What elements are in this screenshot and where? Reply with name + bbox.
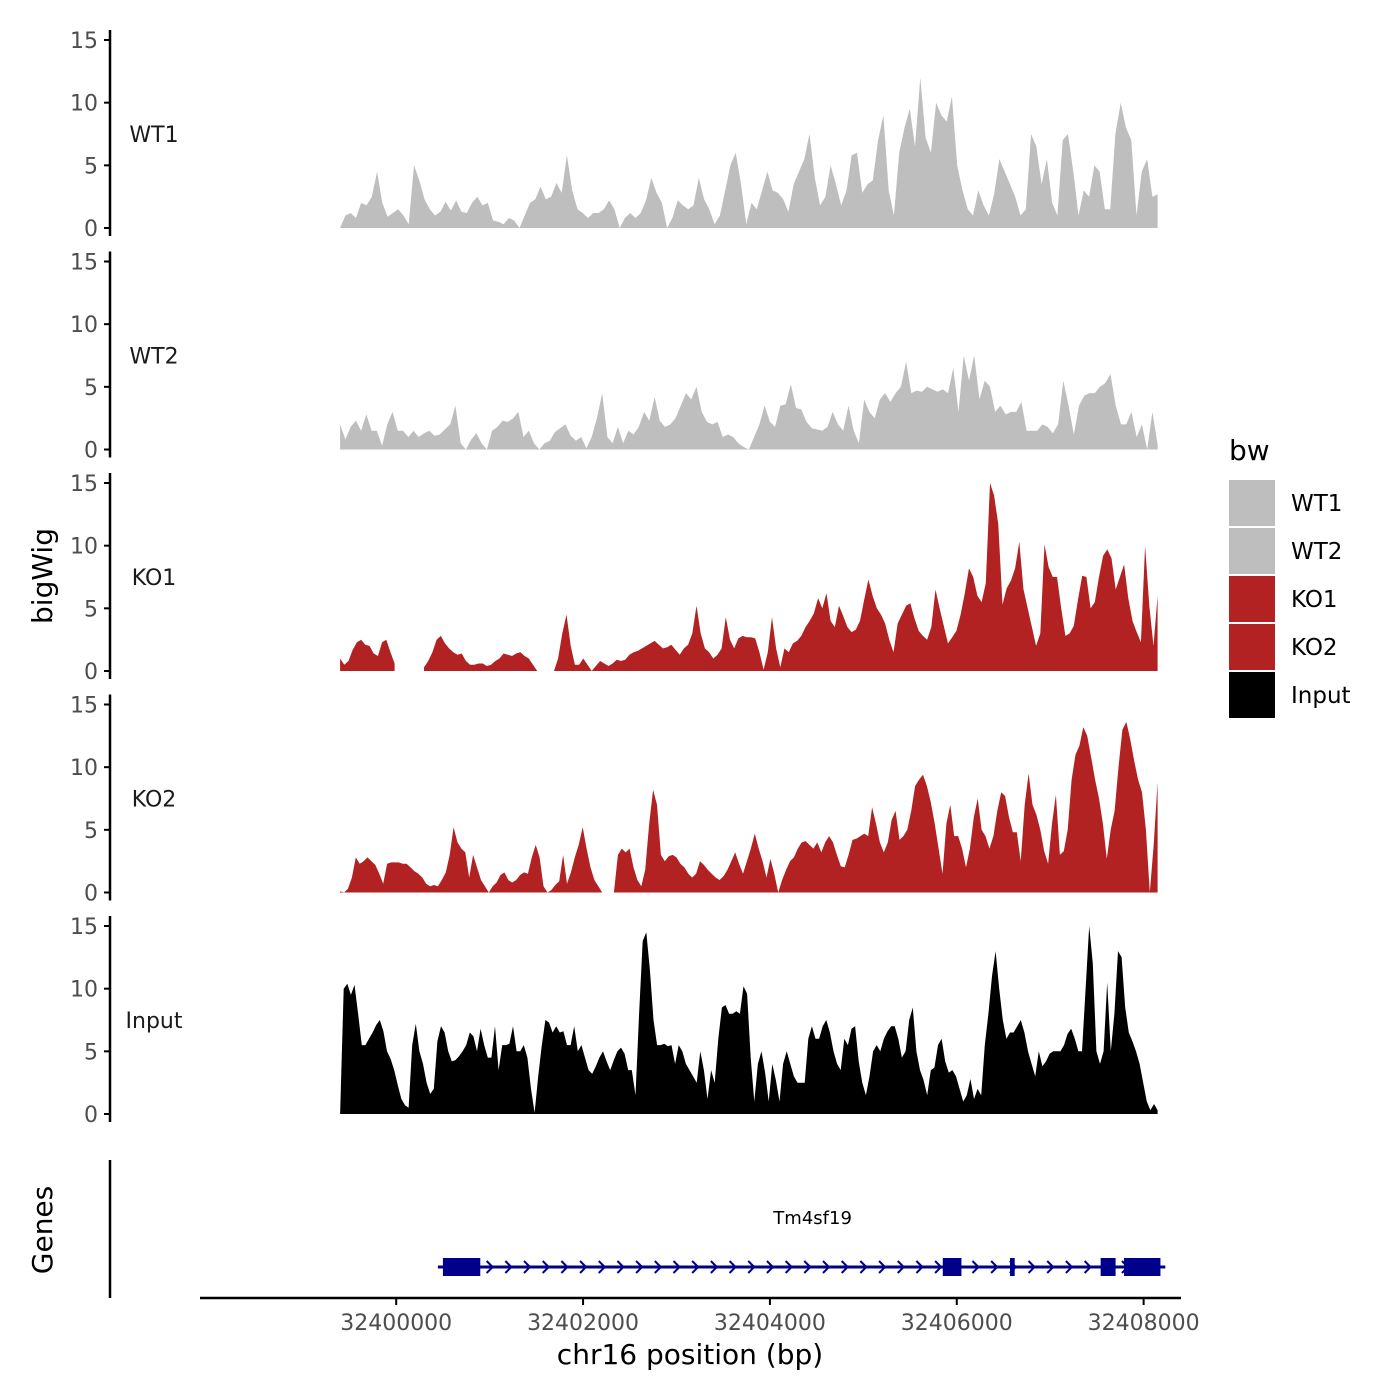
track-label: Input bbox=[126, 1009, 183, 1034]
x-tick-label: 32402000 bbox=[527, 1311, 639, 1336]
strand-arrow-icon bbox=[541, 1260, 551, 1274]
strand-arrow-icon bbox=[1065, 1260, 1074, 1274]
legend-label-Input: Input bbox=[1291, 683, 1351, 709]
signal-area-WT1 bbox=[340, 77, 1158, 228]
track-label: KO1 bbox=[132, 566, 177, 591]
y-tick-label: 10 bbox=[70, 756, 98, 781]
strand-arrow-icon bbox=[598, 1260, 607, 1274]
strand-arrow-icon bbox=[672, 1260, 681, 1274]
x-tick-label: 32408000 bbox=[1088, 1311, 1200, 1336]
gene-name-label: Tm4sf19 bbox=[772, 1208, 852, 1229]
gene-exon bbox=[942, 1258, 962, 1276]
signal-area-Input bbox=[340, 926, 1158, 1114]
signal-area-KO1 bbox=[554, 483, 1158, 671]
signal-area-KO2 bbox=[340, 827, 603, 893]
y-tick-label: 5 bbox=[84, 1040, 98, 1065]
strand-arrow-icon bbox=[840, 1260, 850, 1274]
genes-axis-title: Genes bbox=[26, 1186, 59, 1274]
strand-arrow-icon bbox=[915, 1260, 924, 1274]
strand-arrow-icon bbox=[728, 1260, 737, 1274]
legend-swatch-KO1 bbox=[1229, 576, 1275, 622]
signal-area-KO1 bbox=[340, 639, 395, 671]
y-tick-label: 0 bbox=[84, 882, 98, 907]
gene-exon bbox=[1124, 1258, 1161, 1276]
track-Input: 0 5 10 15 Input bbox=[70, 915, 1158, 1128]
legend-label-KO1: KO1 bbox=[1291, 587, 1338, 613]
y-axis-title: bigWig bbox=[26, 528, 59, 624]
strand-arrow-icon bbox=[766, 1260, 775, 1274]
track-label: WT2 bbox=[129, 345, 178, 370]
track-panels: 0 5 10 15 WT1 0 5 10 15 WT2 0 5 10 15 KO1 0 5 10 15 KO2 0 5 10… bbox=[70, 29, 1158, 1128]
strand-arrow-icon bbox=[803, 1260, 812, 1274]
strand-arrow-icon bbox=[579, 1260, 588, 1274]
strand-arrow-icon bbox=[654, 1260, 663, 1274]
legend-swatch-Input bbox=[1229, 672, 1275, 718]
strand-arrow-icon bbox=[691, 1260, 700, 1274]
strand-arrow-icon bbox=[1083, 1260, 1092, 1274]
signal-area-WT2 bbox=[340, 355, 1158, 450]
strand-arrow-icon bbox=[822, 1260, 831, 1274]
signal-area-KO1 bbox=[424, 635, 538, 671]
y-tick-label: 10 bbox=[70, 978, 98, 1003]
y-tick-label: 15 bbox=[70, 694, 98, 719]
legend-label-KO2: KO2 bbox=[1291, 635, 1338, 661]
strand-arrow-icon bbox=[784, 1260, 794, 1274]
y-tick-label: 0 bbox=[84, 660, 98, 685]
y-tick-label: 10 bbox=[70, 313, 98, 338]
track-KO2: 0 5 10 15 KO2 bbox=[70, 694, 1158, 907]
strand-arrow-icon bbox=[523, 1260, 532, 1274]
legend-label-WT2: WT2 bbox=[1291, 539, 1342, 565]
track-WT1: 0 5 10 15 WT1 bbox=[70, 29, 1158, 242]
genes-panel: Tm4sf19 bbox=[108, 1160, 1166, 1298]
y-tick-label: 15 bbox=[70, 472, 98, 497]
strand-arrow-icon bbox=[485, 1260, 495, 1274]
signal-area-KO2 bbox=[613, 722, 1158, 893]
y-tick-label: 5 bbox=[84, 376, 98, 401]
y-tick-label: 10 bbox=[70, 92, 98, 117]
strand-arrow-icon bbox=[934, 1260, 943, 1274]
strand-arrow-icon bbox=[878, 1260, 887, 1274]
track-label: KO2 bbox=[132, 788, 177, 813]
strand-arrow-icon bbox=[747, 1260, 756, 1274]
legend: bw WT1 WT2 KO1 KO2 Input bbox=[1229, 434, 1351, 718]
strand-arrow-icon bbox=[859, 1260, 868, 1274]
strand-arrow-icon bbox=[635, 1260, 644, 1274]
gene-exon bbox=[1100, 1258, 1116, 1276]
strand-arrow-icon bbox=[616, 1260, 625, 1274]
strand-arrow-icon bbox=[990, 1260, 999, 1274]
strand-arrow-icon bbox=[504, 1260, 513, 1274]
x-tick-label: 32406000 bbox=[901, 1311, 1013, 1336]
x-tick-label: 32404000 bbox=[714, 1311, 826, 1336]
x-tick-label: 32400000 bbox=[340, 1311, 452, 1336]
strand-arrow-icon bbox=[971, 1260, 980, 1274]
y-tick-label: 15 bbox=[70, 251, 98, 276]
track-label: WT1 bbox=[129, 123, 178, 148]
y-tick-label: 0 bbox=[84, 439, 98, 464]
x-axis-title: chr16 position (bp) bbox=[557, 1338, 823, 1371]
track-WT2: 0 5 10 15 WT2 bbox=[70, 251, 1158, 464]
legend-label-WT1: WT1 bbox=[1291, 491, 1342, 517]
gene-exon bbox=[442, 1258, 481, 1276]
legend-swatch-WT1 bbox=[1229, 480, 1275, 526]
y-tick-label: 0 bbox=[84, 217, 98, 242]
y-tick-label: 10 bbox=[70, 535, 98, 560]
y-tick-label: 0 bbox=[84, 1103, 98, 1128]
strand-arrow-icon bbox=[1027, 1260, 1036, 1274]
track-KO1: 0 5 10 15 KO1 bbox=[70, 472, 1158, 685]
strand-arrow-icon bbox=[1046, 1260, 1055, 1274]
x-axis: 32400000 32402000 32404000 32406000 32408000 bbox=[200, 1296, 1200, 1336]
legend-swatch-WT2 bbox=[1229, 528, 1275, 574]
gene-exon bbox=[1010, 1258, 1015, 1276]
y-tick-label: 15 bbox=[70, 29, 98, 54]
y-tick-label: 5 bbox=[84, 154, 98, 179]
y-tick-label: 15 bbox=[70, 915, 98, 940]
y-tick-label: 5 bbox=[84, 597, 98, 622]
strand-arrow-icon bbox=[560, 1260, 569, 1274]
strand-arrow-icon bbox=[710, 1260, 719, 1274]
y-tick-label: 5 bbox=[84, 819, 98, 844]
strand-arrow-icon bbox=[897, 1260, 906, 1274]
legend-swatch-KO2 bbox=[1229, 624, 1275, 670]
legend-title: bw bbox=[1229, 434, 1270, 467]
